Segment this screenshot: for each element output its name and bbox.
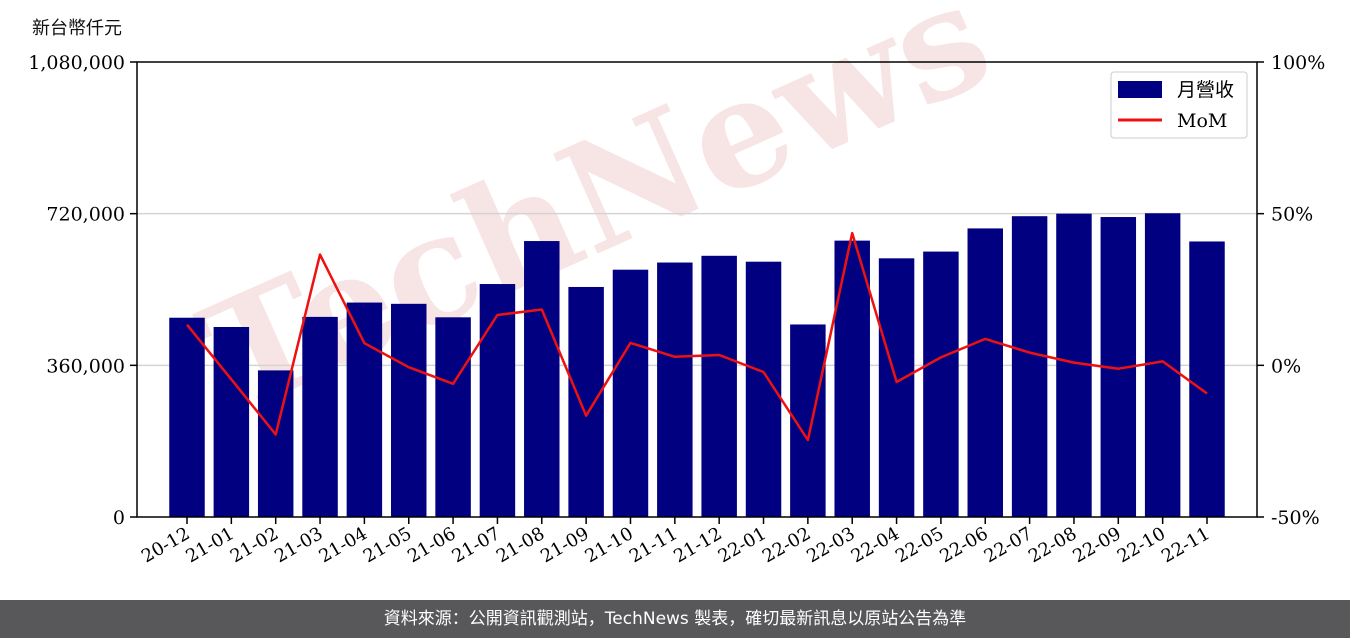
bar-21-09 xyxy=(568,286,604,517)
x-tick-label: 22-08 xyxy=(1025,523,1080,567)
right-tick-label: 100% xyxy=(1271,52,1325,74)
x-tick-label: 21-05 xyxy=(360,523,415,567)
bar-21-05 xyxy=(391,303,427,517)
bar-22-11 xyxy=(1189,241,1225,517)
bar-21-11 xyxy=(657,262,693,517)
bar-22-05 xyxy=(923,251,959,518)
x-tick-label: 21-10 xyxy=(582,523,637,567)
bar-21-08 xyxy=(524,241,560,518)
legend-bar-swatch xyxy=(1118,81,1162,98)
x-tick-label: 22-05 xyxy=(892,523,947,567)
x-tick-label: 22-02 xyxy=(759,523,814,567)
y-axis-unit-label: 新台幣仟元 xyxy=(32,18,122,39)
legend-line-label: MoM xyxy=(1177,110,1227,132)
x-tick-label: 21-04 xyxy=(315,523,370,567)
chart-area: 新台幣仟元 TechNews 0 360,000 720,000 1,080,000 -5… xyxy=(28,0,1325,567)
bar-21-04 xyxy=(346,302,383,517)
x-tick-label: 21-02 xyxy=(227,523,282,567)
bar-20-12 xyxy=(169,317,205,517)
x-tick-label: 21-09 xyxy=(537,523,592,567)
x-tick-label: 20-12 xyxy=(138,523,193,567)
bar-22-07 xyxy=(1011,216,1048,517)
bar-22-10 xyxy=(1144,213,1181,518)
x-tick-label: 22-04 xyxy=(848,523,903,567)
plot-frame xyxy=(136,61,1258,518)
source-footer: 資料來源：公開資訊觀測站，TechNews 製表，確切最新訊息以原站公告為準 xyxy=(0,600,1350,638)
right-tick-label: 50% xyxy=(1271,204,1313,226)
x-tick-label: 21-07 xyxy=(448,523,503,567)
bar-21-10 xyxy=(612,269,649,517)
x-tick-label: 22-03 xyxy=(803,523,858,567)
left-tick-label: 1,080,000 xyxy=(28,52,125,74)
x-tick-label: 21-03 xyxy=(271,523,326,567)
x-tick-label: 22-10 xyxy=(1114,523,1169,567)
right-tick-label: -50% xyxy=(1271,507,1320,529)
right-tick-label: 0% xyxy=(1271,355,1301,377)
bar-22-03 xyxy=(834,240,870,517)
x-tick-label: 22-09 xyxy=(1069,523,1124,567)
bar-21-01 xyxy=(213,326,250,517)
left-tick-label: 720,000 xyxy=(46,204,125,226)
bar-22-06 xyxy=(967,228,1003,517)
revenue-chart-svg: TechNews0360,000720,0001,080,000-50%0%50… xyxy=(28,0,1325,567)
x-tick-label: 21-06 xyxy=(404,523,459,567)
x-tick-label: 21-08 xyxy=(493,523,548,567)
legend-bar-label: 月營收 xyxy=(1177,79,1234,101)
bar-21-02 xyxy=(257,370,294,517)
mom-line xyxy=(186,231,1208,442)
x-tick-label: 21-01 xyxy=(182,523,237,567)
x-tick-label: 22-07 xyxy=(981,523,1036,567)
x-tick-label: 22-11 xyxy=(1158,523,1213,567)
bar-22-04 xyxy=(878,258,915,517)
bar-21-07 xyxy=(479,284,516,517)
left-tick-label: 0 xyxy=(113,507,125,529)
bar-21-06 xyxy=(435,317,471,517)
x-tick-label: 22-06 xyxy=(936,523,991,567)
bar-21-03 xyxy=(302,316,338,517)
bar-21-12 xyxy=(701,255,737,517)
x-tick-label: 21-11 xyxy=(626,523,681,567)
left-tick-label: 360,000 xyxy=(46,355,125,377)
x-tick-label: 22-01 xyxy=(715,523,770,567)
x-tick-label: 21-12 xyxy=(670,523,725,567)
